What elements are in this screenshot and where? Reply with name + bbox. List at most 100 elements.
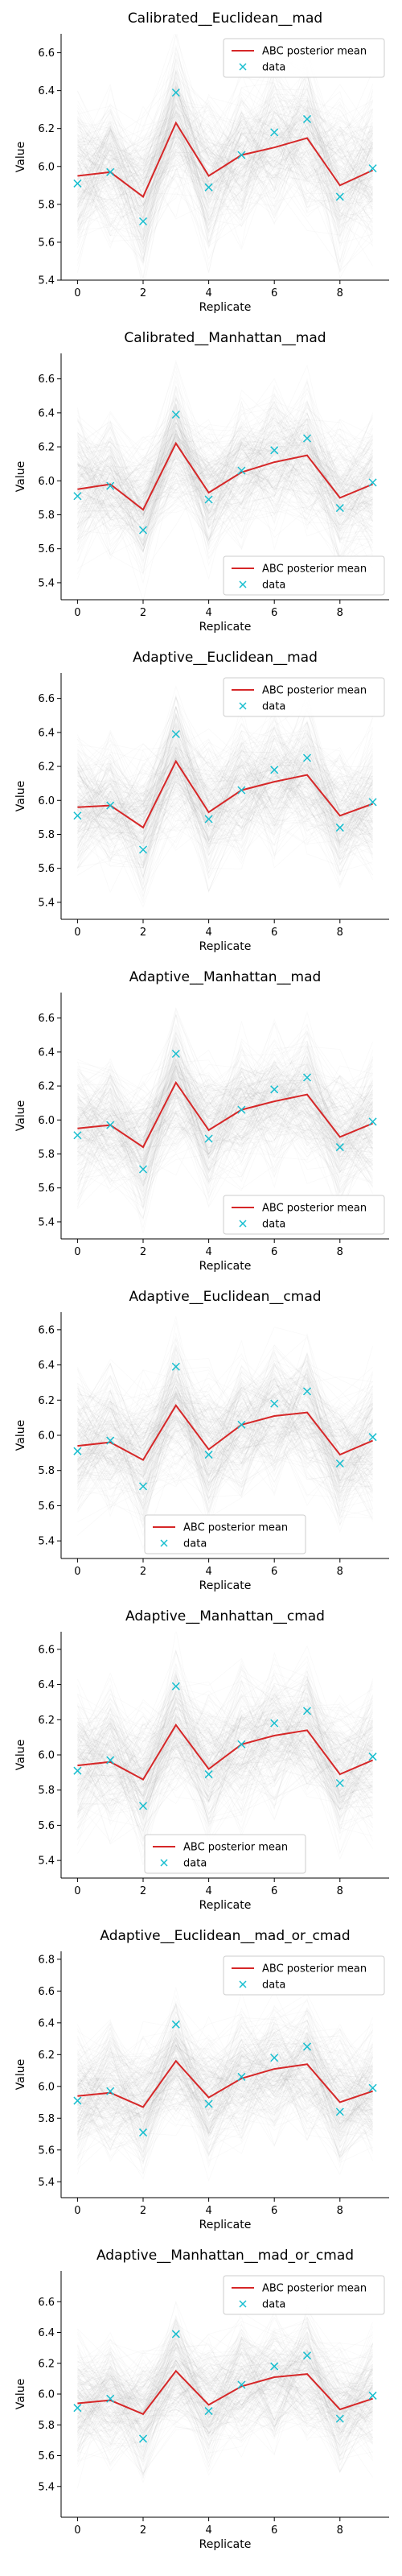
posterior-sample-line	[77, 1074, 373, 1200]
data-point-stroke	[302, 753, 312, 762]
posterior-sample-line	[77, 717, 373, 860]
posterior-sample-line	[77, 2355, 373, 2473]
posterior-sample-line	[77, 2355, 373, 2451]
posterior-sample-line	[77, 1336, 373, 1496]
posterior-sample-line	[77, 1369, 373, 1497]
posterior-sample-line	[77, 1697, 373, 1814]
posterior-sample-line	[77, 718, 373, 833]
posterior-sample-line	[77, 2009, 373, 2103]
posterior-sample-line	[77, 61, 373, 254]
posterior-sample-line	[77, 125, 373, 248]
data-point-stroke	[302, 1707, 312, 1715]
posterior-sample-line	[77, 1066, 373, 1191]
posterior-sample-line	[77, 1344, 373, 1455]
posterior-sample-line	[77, 93, 373, 267]
y-axis-label: Value	[14, 142, 27, 172]
legend-label-data: data	[262, 701, 285, 713]
data-point-stroke	[171, 2020, 180, 2029]
posterior-sample-line	[77, 113, 373, 225]
posterior-sample-line	[77, 426, 373, 569]
posterior-sample-line	[77, 2016, 373, 2132]
posterior-sample-line	[77, 2339, 373, 2456]
posterior-sample-line	[77, 2044, 373, 2156]
posterior-sample-line	[77, 2025, 373, 2132]
posterior-sample-line	[77, 1071, 373, 1193]
posterior-sample-line	[77, 1321, 373, 1517]
x-tick-label: 6	[271, 1246, 277, 1258]
posterior-sample-line	[77, 2054, 373, 2165]
posterior-sample-line	[77, 2028, 373, 2139]
posterior-sample-line	[77, 407, 373, 517]
posterior-sample-line	[77, 401, 373, 554]
posterior-sample-line	[77, 713, 373, 822]
y-tick-label: 6.8	[38, 1954, 55, 1966]
x-tick-label: 0	[74, 1566, 80, 1578]
posterior-sample-line	[77, 1063, 373, 1196]
posterior-sample-line	[77, 736, 373, 869]
posterior-sample-line	[77, 85, 373, 187]
posterior-sample-line	[77, 69, 373, 237]
posterior-sample-line	[77, 386, 373, 548]
posterior-sample-line	[77, 1706, 373, 1791]
posterior-sample-line	[77, 1993, 373, 2096]
posterior-sample-line	[77, 1076, 373, 1202]
posterior-sample-line	[77, 694, 373, 836]
posterior-sample-line	[77, 2334, 373, 2447]
posterior-sample-line	[77, 103, 373, 229]
posterior-sample-line	[77, 1393, 373, 1482]
posterior-sample-line	[77, 1071, 373, 1188]
posterior-sample-line	[77, 2349, 373, 2435]
y-tick-label: 5.4	[38, 1856, 55, 1868]
posterior-sample-line	[77, 1649, 373, 1810]
posterior-sample-line	[77, 429, 373, 514]
posterior-sample-line	[77, 724, 373, 879]
posterior-sample-line	[77, 2351, 373, 2474]
chart-panel-2: Calibrated__Manhattan__mad5.45.65.86.06.…	[14, 330, 389, 634]
posterior-sample-line	[77, 733, 373, 853]
posterior-sample-line	[77, 1064, 373, 1187]
posterior-sample-line	[77, 2020, 373, 2140]
posterior-sample-line	[77, 386, 373, 539]
posterior-sample-line	[77, 1403, 373, 1494]
posterior-sample-line	[77, 93, 373, 221]
posterior-sample-line	[77, 2054, 373, 2169]
posterior-sample-line	[77, 2031, 373, 2159]
posterior-sample-line	[77, 1727, 373, 1834]
posterior-sample-line	[77, 1362, 373, 1488]
posterior-sample-line	[77, 2340, 373, 2472]
posterior-sample-line	[77, 755, 373, 882]
posterior-sample-line	[77, 431, 373, 557]
posterior-sample-line	[77, 2359, 373, 2440]
posterior-sample-line	[77, 743, 373, 845]
posterior-sample-line	[77, 716, 373, 867]
y-tick-label: 5.4	[38, 2177, 55, 2189]
posterior-sample-line	[77, 415, 373, 555]
posterior-sample-line	[77, 1013, 373, 1172]
posterior-sample-line	[77, 105, 373, 197]
posterior-sample-line	[77, 696, 373, 841]
posterior-sample-line	[77, 422, 373, 499]
posterior-sample-line	[77, 429, 373, 528]
posterior-sample-line	[77, 1690, 373, 1816]
posterior-sample-line	[77, 122, 373, 212]
posterior-sample-line	[77, 1695, 373, 1818]
posterior-sample-line	[77, 1387, 373, 1514]
posterior-sample-line	[77, 2333, 373, 2462]
data-point-stroke	[335, 1143, 344, 1152]
posterior-sample-line	[77, 2042, 373, 2135]
posterior-sample-line	[77, 1046, 373, 1176]
posterior-sample-line	[77, 2012, 373, 2128]
posterior-sample-line	[77, 2055, 373, 2116]
posterior-sample-line	[77, 1059, 373, 1185]
posterior-sample-line	[77, 2331, 373, 2463]
posterior-sample-line	[77, 757, 373, 840]
posterior-sample-line	[77, 1382, 373, 1493]
posterior-sample-line	[77, 87, 373, 224]
posterior-sample-line	[77, 1051, 373, 1187]
posterior-sample-line	[77, 2362, 373, 2438]
posterior-sample-line	[77, 2349, 373, 2446]
posterior-sample-line	[77, 757, 373, 852]
posterior-sample-line	[77, 1669, 373, 1837]
posterior-sample-line	[77, 1353, 373, 1493]
